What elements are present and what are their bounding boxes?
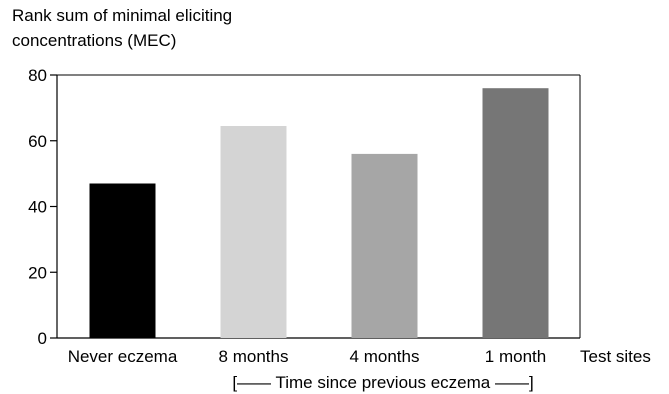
x-category-label-1-month: 1 month bbox=[485, 347, 546, 366]
y-axis-ticks: 0 20 40 60 80 bbox=[28, 66, 57, 348]
bar-8-months bbox=[220, 126, 287, 338]
bars bbox=[89, 88, 549, 338]
x-axis-category-labels: Never eczema 8 months 4 months 1 month bbox=[68, 347, 547, 366]
bar-never-eczema bbox=[89, 183, 156, 338]
x-category-label-4-months: 4 months bbox=[350, 347, 420, 366]
y-tick-label-80: 80 bbox=[28, 66, 47, 85]
bar-1-month bbox=[482, 88, 549, 338]
y-tick-label-60: 60 bbox=[28, 132, 47, 151]
y-tick-label-40: 40 bbox=[28, 198, 47, 217]
y-axis-label-line-1: Rank sum of minimal eliciting bbox=[12, 6, 233, 25]
y-tick-label-20: 20 bbox=[28, 263, 47, 282]
x-category-label-8-months: 8 months bbox=[219, 347, 289, 366]
bar-4-months bbox=[351, 153, 418, 338]
x-axis-label-test-sites: Test sites bbox=[580, 347, 651, 366]
y-tick-label-0: 0 bbox=[38, 329, 47, 348]
x-axis-label-time-since-eczema: [—— Time since previous eczema ——] bbox=[232, 373, 533, 392]
y-axis-label-line-2: concentrations (MEC) bbox=[12, 31, 177, 50]
x-category-label-never-eczema: Never eczema bbox=[68, 347, 178, 366]
